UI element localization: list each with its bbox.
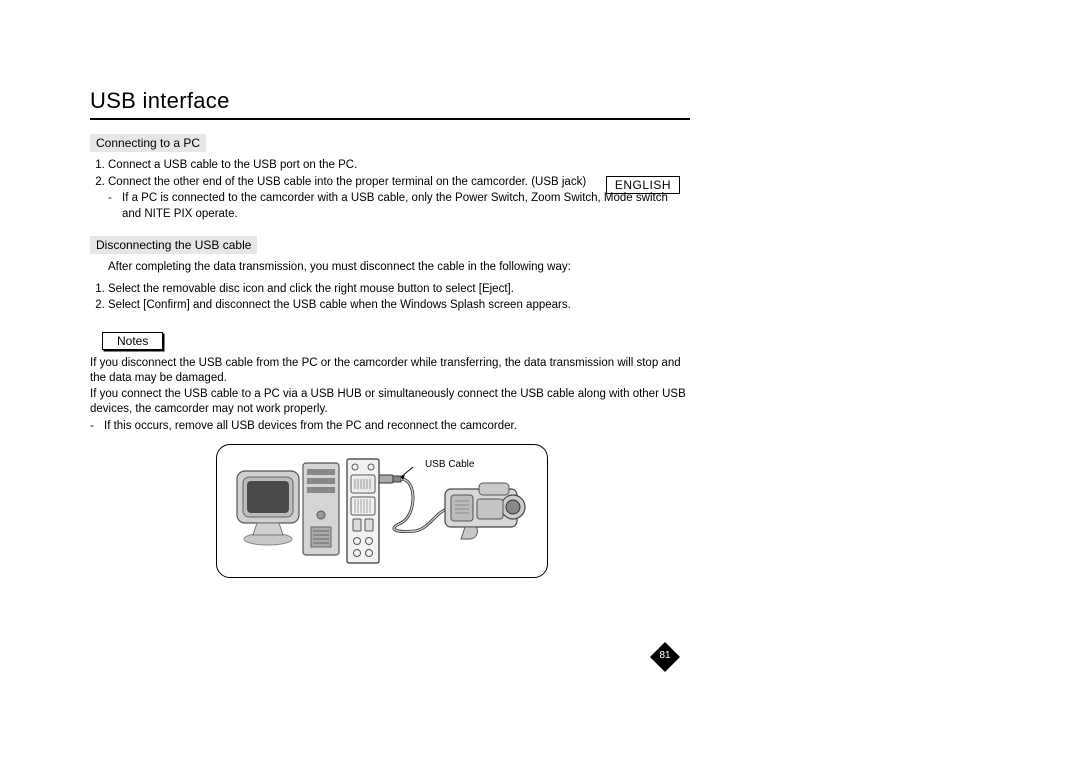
usb-cable-label: USB Cable [425,459,474,470]
step-item: Select [Confirm] and disconnect the USB … [108,298,690,314]
notes-para: If you connect the USB cable to a PC via… [90,387,690,435]
camcorder-icon [445,483,525,539]
language-indicator: ENGLISH [606,176,680,194]
title-divider [90,118,690,120]
disconnect-intro: After completing the data transmission, … [108,260,690,276]
connecting-steps: Connect a USB cable to the USB port on t… [90,158,690,222]
page-title: USB interface [90,88,690,114]
sub-note-list: If a PC is connected to the camcorder wi… [108,191,690,222]
notes-text: If you connect the USB cable to a PC via… [90,388,686,416]
connection-diagram: USB Cable [216,444,548,578]
step-text: Connect the other end of the USB cable i… [108,176,586,188]
page-number-text: 81 [650,650,680,661]
io-panel-icon [347,459,379,563]
section-heading-disconnecting: Disconnecting the USB cable [90,236,257,254]
disconnecting-steps: Select the removable disc icon and click… [90,282,690,314]
notes-heading: Notes [102,332,163,350]
notes-sub-item: If this occurs, remove all USB devices f… [104,419,690,435]
section-heading-connecting: Connecting to a PC [90,134,206,152]
notes-body: If you disconnect the USB cable from the… [90,356,690,435]
step-item: Connect the other end of the USB cable i… [108,175,690,223]
notes-sub-list: If this occurs, remove all USB devices f… [90,419,690,435]
step-item: Select the removable disc icon and click… [108,282,690,298]
page-number-badge: 81 [650,642,680,672]
monitor-icon [237,471,299,545]
notes-para: If you disconnect the USB cable from the… [90,356,690,387]
manual-page: ENGLISH USB interface Connecting to a PC… [0,0,700,618]
usb-cable-icon [379,467,447,532]
step-item: Connect a USB cable to the USB port on t… [108,158,690,174]
content-area: ENGLISH USB interface Connecting to a PC… [90,88,690,578]
pc-tower-icon [303,463,339,555]
diagram-svg [217,445,547,577]
sub-note-item: If a PC is connected to the camcorder wi… [122,191,690,222]
